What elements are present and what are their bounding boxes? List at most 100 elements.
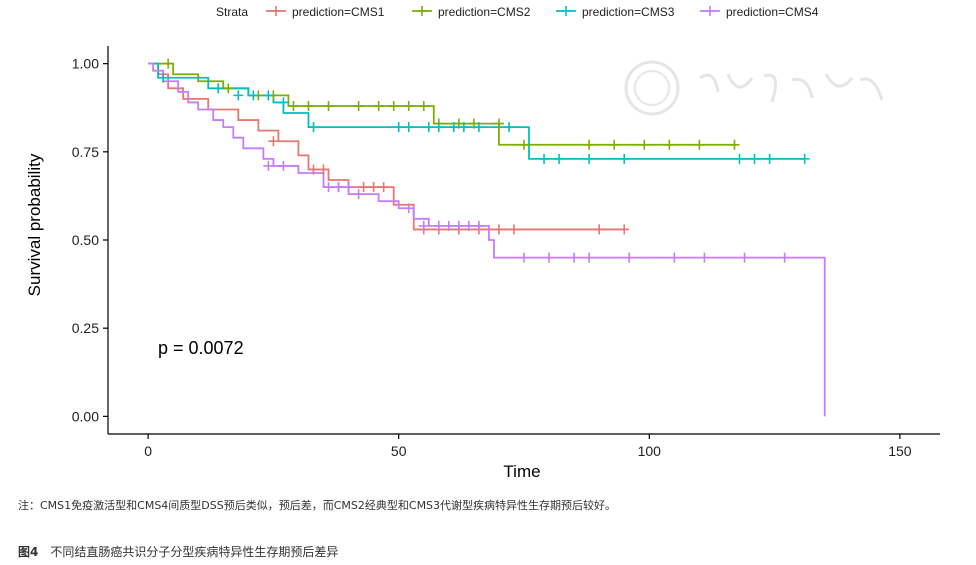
censor-mark (323, 182, 334, 193)
censor-mark (664, 139, 675, 150)
censor-mark (343, 182, 354, 193)
legend: Strata prediction=CMS1 prediction=CMS2 pred… (216, 5, 819, 19)
figure-number: 图4 (18, 545, 39, 559)
censor-mark (544, 252, 555, 263)
censor-mark (779, 252, 790, 263)
legend-entry: prediction=CMS1 (292, 5, 385, 19)
censor-mark (418, 220, 429, 231)
censor-mark (473, 122, 484, 133)
legend-swatch-mark (271, 6, 281, 16)
censor-mark (378, 182, 389, 193)
y-axis-label: Survival probability (25, 153, 44, 296)
censor-mark (248, 90, 259, 101)
survival-curves (148, 62, 826, 417)
censor-mark (263, 160, 274, 171)
legend-entry: prediction=CMS3 (582, 5, 675, 19)
censor-mark (539, 153, 550, 164)
censor-mark (323, 100, 334, 111)
p-value-annotation: p = 0.0072 (158, 338, 244, 358)
censor-mark (739, 252, 750, 263)
censor-mark (368, 182, 379, 193)
censor-mark (263, 90, 274, 101)
censor-mark (433, 220, 444, 231)
censor-mark (594, 224, 605, 235)
censor-mark (569, 252, 580, 263)
censor-mark (799, 153, 810, 164)
censor-mark (624, 252, 635, 263)
censor-mark (223, 83, 234, 94)
censor-mark (353, 189, 364, 200)
censor-mark (278, 97, 289, 108)
censor-mark (508, 224, 519, 235)
censor-mark (403, 122, 414, 133)
legend-swatch-mark (705, 6, 715, 16)
censor-mark (268, 136, 279, 147)
censor-mark (699, 252, 710, 263)
censor-mark (493, 224, 504, 235)
legend-entry: prediction=CMS4 (726, 5, 819, 19)
censor-mark (403, 100, 414, 111)
censor-mark (729, 139, 740, 150)
censor-mark (519, 252, 529, 263)
legend-entry: prediction=CMS2 (438, 5, 531, 19)
censor-mark (443, 220, 454, 231)
censor-mark (333, 182, 344, 193)
censor-mark (418, 100, 429, 111)
figure-title: 不同结直肠癌共识分子分型疾病特异性生存期预后差异 (50, 545, 339, 559)
censor-mark (749, 153, 760, 164)
censor-mark (318, 164, 329, 175)
censor-mark (423, 122, 434, 133)
x-ticks: 0 50 100 150 (144, 434, 912, 459)
figure-caption: 图4 不同结直肠癌共识分子分型疾病特异性生存期预后差异 (18, 543, 338, 560)
censor-mark (609, 139, 620, 150)
km-chart: Strata prediction=CMS1 prediction=CMS2 pred… (25, 5, 940, 481)
censor-mark (403, 203, 414, 214)
censor-mark (639, 139, 650, 150)
censor-mark (463, 220, 474, 231)
censor-mark (619, 153, 630, 164)
censor-mark (734, 153, 745, 164)
censor-mark (308, 122, 319, 133)
x-tick-label: 100 (638, 443, 662, 459)
censor-mark (388, 100, 399, 111)
censor-mark (308, 164, 319, 175)
censor-mark (358, 182, 369, 193)
censor-mark (213, 83, 224, 94)
y-ticks: 0.00 0.25 0.50 0.75 1.00 (72, 56, 108, 424)
watermark-logo (624, 60, 884, 116)
censor-mark (163, 58, 174, 69)
censor-mark (393, 122, 404, 133)
legend-swatch-mark (561, 6, 571, 16)
y-tick-label: 0.50 (72, 232, 99, 248)
curve-cms4 (148, 62, 826, 417)
x-tick-label: 0 (144, 443, 152, 459)
censor-mark (433, 122, 444, 133)
censor-mark (493, 118, 504, 129)
censor-marks (158, 58, 810, 263)
censor-mark (288, 100, 299, 111)
censor-mark (353, 100, 364, 111)
x-tick-label: 50 (391, 443, 407, 459)
censor-mark (453, 118, 464, 129)
legend-title: Strata (216, 5, 248, 19)
censor-mark (519, 139, 529, 150)
censor-mark (554, 153, 565, 164)
censor-mark (584, 252, 595, 263)
censor-mark (694, 139, 705, 150)
censor-mark (669, 252, 680, 263)
y-tick-label: 0.00 (72, 408, 99, 424)
censor-mark (619, 224, 630, 235)
censor-mark (233, 90, 244, 101)
censor-mark (303, 100, 314, 111)
censor-mark (584, 153, 595, 164)
censor-mark (158, 72, 169, 83)
censor-mark (373, 100, 384, 111)
censor-mark (473, 220, 484, 231)
y-tick-label: 0.25 (72, 320, 99, 336)
censor-mark (448, 122, 459, 133)
censor-mark (278, 160, 289, 171)
censor-mark (468, 118, 479, 129)
censor-mark (503, 122, 514, 133)
censor-mark (584, 139, 595, 150)
censor-mark (453, 220, 464, 231)
